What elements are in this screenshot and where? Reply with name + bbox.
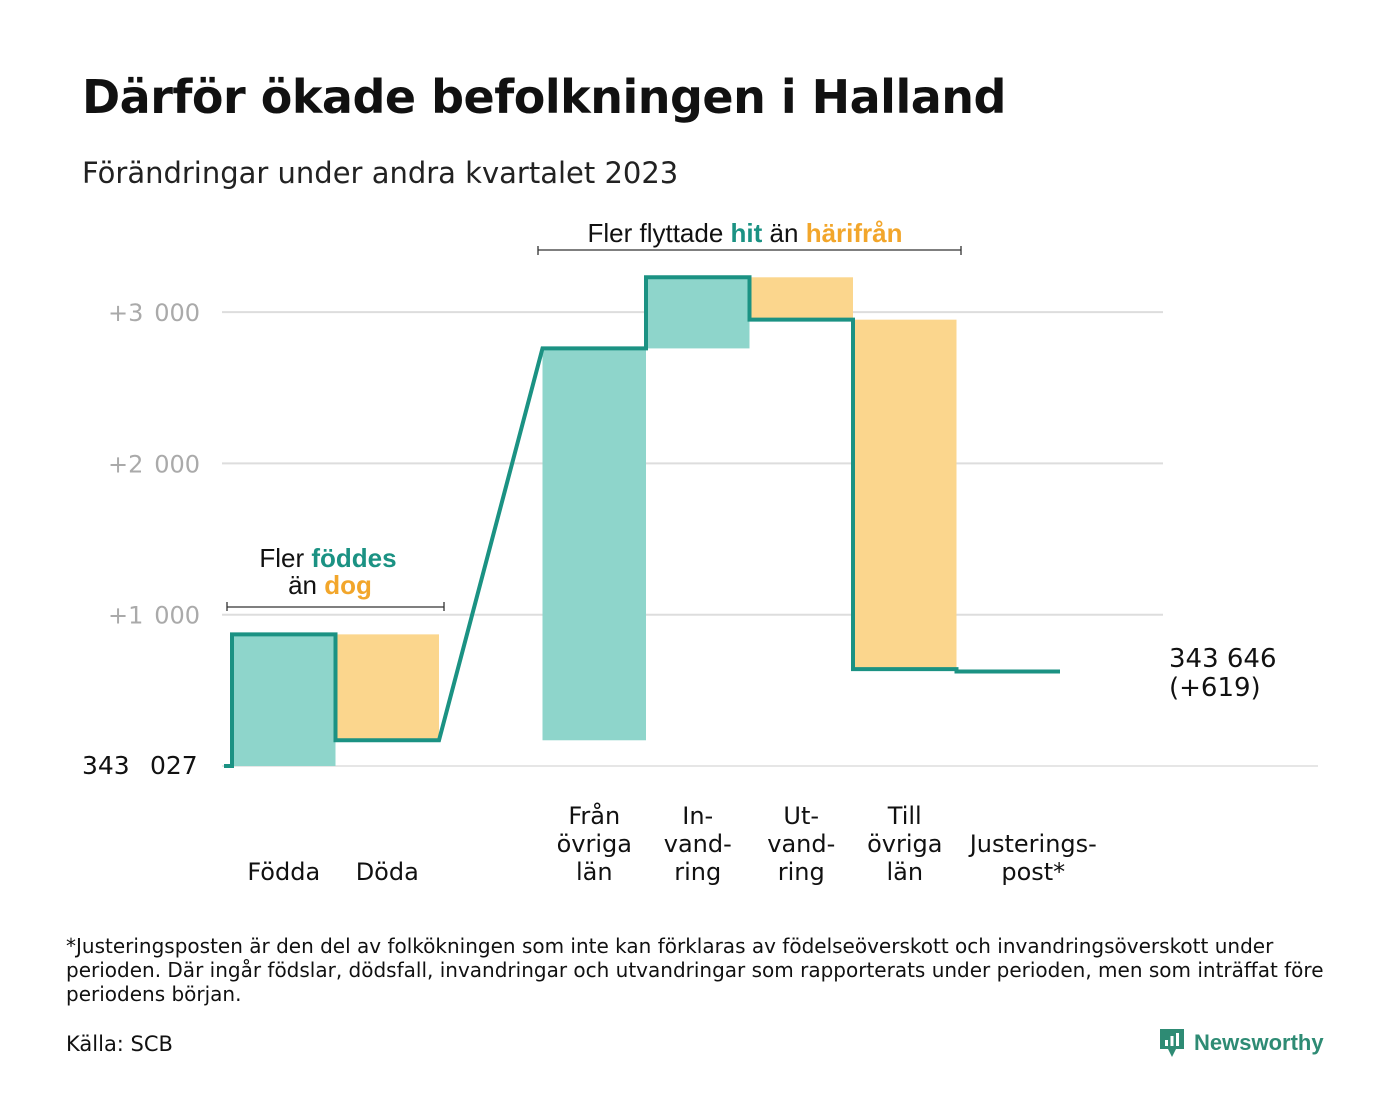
y-tick-label: +1 [108, 602, 143, 630]
y-tick-label: 000 [154, 299, 200, 327]
brand-logo[interactable]: Newsworthy [1158, 1027, 1324, 1059]
category-label: övriga [867, 830, 942, 858]
annotation-word: föddes [311, 543, 396, 573]
category-label: vand- [664, 830, 732, 858]
category-label: Till [887, 802, 922, 830]
chart-subtitle: Förändringar under andra kvartalet 2023 [82, 156, 679, 190]
annotation-word: dog [324, 570, 372, 600]
connector-line [224, 275, 1060, 768]
category-label: Från [568, 801, 620, 830]
category-label: post* [1001, 858, 1065, 886]
annotation-word: Fler [259, 543, 311, 573]
end-value-label: 343 646 [1169, 644, 1277, 674]
chart-title: Därför ökade befolkningen i Halland [82, 70, 1006, 124]
brand-name: Newsworthy [1194, 1030, 1324, 1055]
annotation-word: än [288, 570, 324, 600]
annotation-word: härifrån [806, 218, 903, 248]
waterfall-bar [853, 319, 957, 670]
category-label: vand- [767, 830, 835, 858]
y-tick-label: +2 [108, 450, 143, 478]
waterfall-bar [542, 348, 646, 741]
y-tick-label: 000 [154, 602, 200, 630]
end-change-label: (+619) [1169, 673, 1261, 703]
annotation-word: hit [731, 218, 763, 248]
baseline-label: 027 [150, 751, 198, 780]
category-label: Döda [356, 858, 419, 886]
category-label: Födda [247, 858, 320, 886]
category-label: Justerings- [968, 830, 1097, 858]
annotation-deaths: än dog [288, 570, 372, 600]
y-tick-label: +3 [108, 299, 143, 327]
waterfall-bar [232, 634, 336, 766]
category-label: län [576, 858, 613, 886]
waterfall-bar [749, 277, 853, 320]
waterfall-bar [335, 634, 439, 741]
waterfall-bar [646, 277, 750, 349]
source-label: Källa: SCB [66, 1032, 173, 1056]
annotation-migration: Fler flyttade hit än härifrån [587, 218, 902, 248]
annotation-births: Fler föddes [259, 543, 396, 573]
annotation-word: än [762, 218, 805, 248]
category-label: Ut- [783, 802, 819, 830]
annotation-bracket [226, 602, 445, 611]
baseline-label: 343 [82, 751, 130, 780]
category-label: ring [778, 858, 825, 886]
category-label: län [886, 858, 923, 886]
newsworthy-logo-icon [1160, 1029, 1184, 1057]
category-label: övriga [557, 830, 632, 858]
annotation-bracket [537, 246, 962, 255]
y-tick-label: 000 [154, 450, 200, 478]
footnote: *Justeringsposten är den del av folkökni… [66, 934, 1324, 1006]
annotation-word: Fler flyttade [587, 218, 730, 248]
category-label: In- [682, 802, 713, 830]
category-label: ring [674, 858, 721, 886]
